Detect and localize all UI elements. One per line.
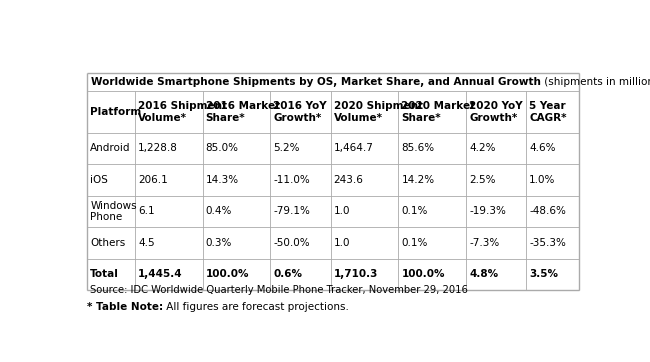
Text: Android: Android [90,143,131,153]
Text: 1,445.4: 1,445.4 [138,269,183,279]
Text: Windows
Phone: Windows Phone [90,201,137,222]
Text: Platform: Platform [90,107,142,117]
Text: 2.5%: 2.5% [469,175,495,185]
Text: 2016 Market
Share*: 2016 Market Share* [205,101,280,122]
Text: (shipments in millions): (shipments in millions) [541,77,650,87]
Text: * Table Note:: * Table Note: [87,302,163,312]
Text: 0.4%: 0.4% [205,206,232,216]
Text: -48.6%: -48.6% [529,206,566,216]
Text: 100.0%: 100.0% [205,269,249,279]
Text: 14.2%: 14.2% [401,175,434,185]
Text: 1.0: 1.0 [333,206,350,216]
Text: 3.5%: 3.5% [529,269,558,279]
Text: 1.0: 1.0 [333,238,350,248]
Text: 4.5: 4.5 [138,238,155,248]
Text: 243.6: 243.6 [333,175,363,185]
Text: 4.6%: 4.6% [529,143,556,153]
Text: 2020 YoY
Growth*: 2020 YoY Growth* [469,101,523,122]
Text: 14.3%: 14.3% [205,175,239,185]
Text: 0.6%: 0.6% [274,269,302,279]
Text: All figures are forecast projections.: All figures are forecast projections. [163,302,349,312]
Text: -11.0%: -11.0% [274,175,310,185]
Text: 1,464.7: 1,464.7 [333,143,374,153]
Text: 1,228.8: 1,228.8 [138,143,178,153]
Text: 2016 YoY
Growth*: 2016 YoY Growth* [274,101,327,122]
Text: Source: IDC Worldwide Quarterly Mobile Phone Tracker, November 29, 2016: Source: IDC Worldwide Quarterly Mobile P… [90,285,468,295]
Text: 206.1: 206.1 [138,175,168,185]
Text: 0.1%: 0.1% [401,206,428,216]
Text: -7.3%: -7.3% [469,238,499,248]
Text: -19.3%: -19.3% [469,206,506,216]
Text: 85.0%: 85.0% [205,143,239,153]
Text: Worldwide Smartphone Shipments by OS, Market Share, and Annual Growth: Worldwide Smartphone Shipments by OS, Ma… [91,77,541,87]
Text: 2016 Shipment
Volume*: 2016 Shipment Volume* [138,101,227,122]
Text: 5 Year
CAGR*: 5 Year CAGR* [529,101,567,122]
Text: 4.2%: 4.2% [469,143,495,153]
Text: Others: Others [90,238,125,248]
Text: 1,710.3: 1,710.3 [333,269,378,279]
Text: 2020 Market
Share*: 2020 Market Share* [401,101,476,122]
Text: 1.0%: 1.0% [529,175,556,185]
Text: 2020 Shipment
Volume*: 2020 Shipment Volume* [333,101,422,122]
Text: 0.1%: 0.1% [401,238,428,248]
Text: 85.6%: 85.6% [401,143,434,153]
Text: -50.0%: -50.0% [274,238,310,248]
Text: 100.0%: 100.0% [401,269,445,279]
Text: Total: Total [90,269,119,279]
Text: 4.8%: 4.8% [469,269,498,279]
Text: 6.1: 6.1 [138,206,155,216]
Text: -79.1%: -79.1% [274,206,310,216]
Text: -35.3%: -35.3% [529,238,566,248]
Text: iOS: iOS [90,175,108,185]
Text: 5.2%: 5.2% [274,143,300,153]
Text: 0.3%: 0.3% [205,238,232,248]
